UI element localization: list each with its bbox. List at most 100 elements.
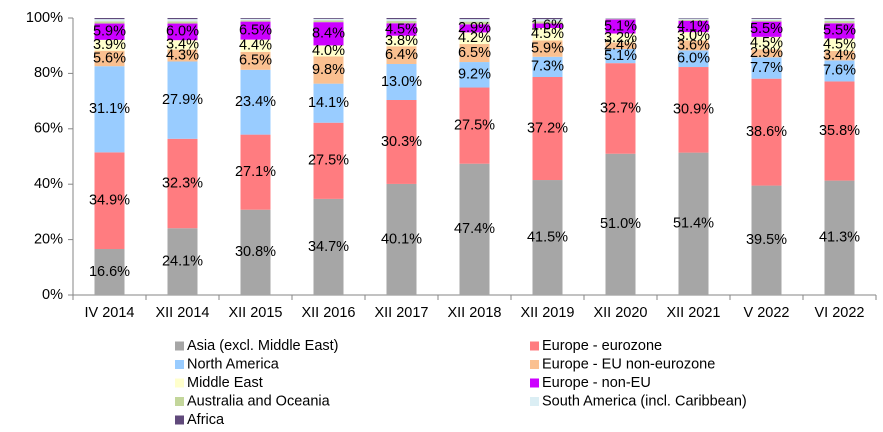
data-label: 3.0% [677,28,710,44]
bar-segment [94,249,125,295]
bar-segment [751,21,782,37]
bar-segment [167,23,198,41]
bar-segment [386,99,417,184]
bar-segment [313,45,344,57]
y-tick-label: 20% [34,231,63,247]
bar-segment [459,87,490,164]
data-label: 4.1% [677,18,710,34]
legend-swatch [175,341,184,351]
data-label: 2.9% [750,45,783,61]
bar-segment [94,19,125,22]
bar-segment [532,77,563,181]
bar-segment [313,56,344,84]
data-label: 3.9% [93,37,126,53]
bar-segment [751,20,782,22]
data-label: 35.8% [819,123,860,139]
x-tick-label: XII 2014 [155,305,209,321]
data-label: 5.9% [531,40,564,56]
data-label: 34.7% [308,239,349,255]
bar-segment [386,183,417,295]
data-label: 14.1% [308,95,349,111]
bar-segment [605,42,636,50]
legend-label: Europe - eurozone [542,338,662,354]
bar-segment [240,134,271,210]
data-label: 30.3% [381,134,422,150]
data-label: 5.6% [93,50,126,66]
legend-label: Europe - EU non-eurozone [542,356,715,372]
bar-segment [678,32,709,41]
legend-label: Middle East [187,375,263,391]
legend-swatch [530,341,539,351]
bar-segment [94,50,125,67]
data-label: 6.5% [239,53,272,69]
bar-segment [386,46,417,64]
data-label: 2.9% [458,20,491,36]
bar-segment [459,163,490,295]
bar-segment [678,19,709,21]
data-label: 30.9% [673,102,714,118]
bar-segment [167,40,198,50]
bar-segment [240,18,271,19]
bar-segment [824,180,855,295]
bar-segment [386,35,417,47]
legend-swatch [530,378,539,388]
bar-segment [751,78,782,186]
x-tick-label: XII 2017 [374,305,428,321]
data-label: 24.1% [162,253,203,269]
bar-segment [751,49,782,58]
bar-segment [313,18,344,19]
bar-segment [240,21,271,40]
bar-segment [605,153,636,295]
data-label: 27.5% [454,117,495,133]
data-label: 51.0% [600,216,641,232]
bar-segment [605,18,636,19]
x-tick-label: XII 2021 [666,305,720,321]
bar-segment [313,198,344,295]
bar-segment [459,21,490,25]
data-label: 47.4% [454,221,495,237]
bar-segment [751,18,782,19]
bar-segment [240,69,271,135]
bar-segment [678,67,709,153]
bar-segment [605,49,636,64]
bar-segment [532,56,563,78]
bar-segment [824,60,855,82]
data-label: 6.0% [166,24,199,40]
y-tick-label: 100% [26,10,63,26]
legend-label: Asia (excl. Middle East) [187,338,339,354]
bar-segment [532,23,563,28]
data-label: 9.8% [312,62,345,78]
bar-segment [240,51,271,70]
data-label: 37.2% [527,120,568,136]
legend-label: Africa [187,412,225,428]
data-label: 4.5% [823,37,856,53]
bar-segment [532,21,563,24]
legend-swatch [175,415,184,425]
y-tick-label: 0% [42,287,63,303]
bar-segment [167,18,198,20]
bar-segment [751,57,782,79]
data-label: 4.5% [750,35,783,51]
data-label: 3.2% [604,30,637,46]
bar-segment [824,50,855,61]
x-tick-label: XII 2019 [520,305,574,321]
bar-segment [605,63,636,154]
x-tick-label: XII 2015 [228,305,282,321]
x-tick-label: V 2022 [744,305,790,321]
bar-segment [459,32,490,45]
bar-segment [313,22,344,46]
data-label: 32.3% [162,175,203,191]
data-label: 3.4% [823,48,856,64]
data-label: 1.6% [531,18,564,34]
bar-segment [94,66,125,153]
bar-segment [824,38,855,51]
bar-segment [532,18,563,20]
bar-segment [167,228,198,295]
bar-segment [678,18,709,20]
data-label: 7.6% [823,63,856,79]
bar-segment [459,24,490,33]
bar-segment [167,21,198,24]
legend-label: South America (incl. Caribbean) [542,393,747,409]
y-tick-label: 60% [34,121,63,137]
